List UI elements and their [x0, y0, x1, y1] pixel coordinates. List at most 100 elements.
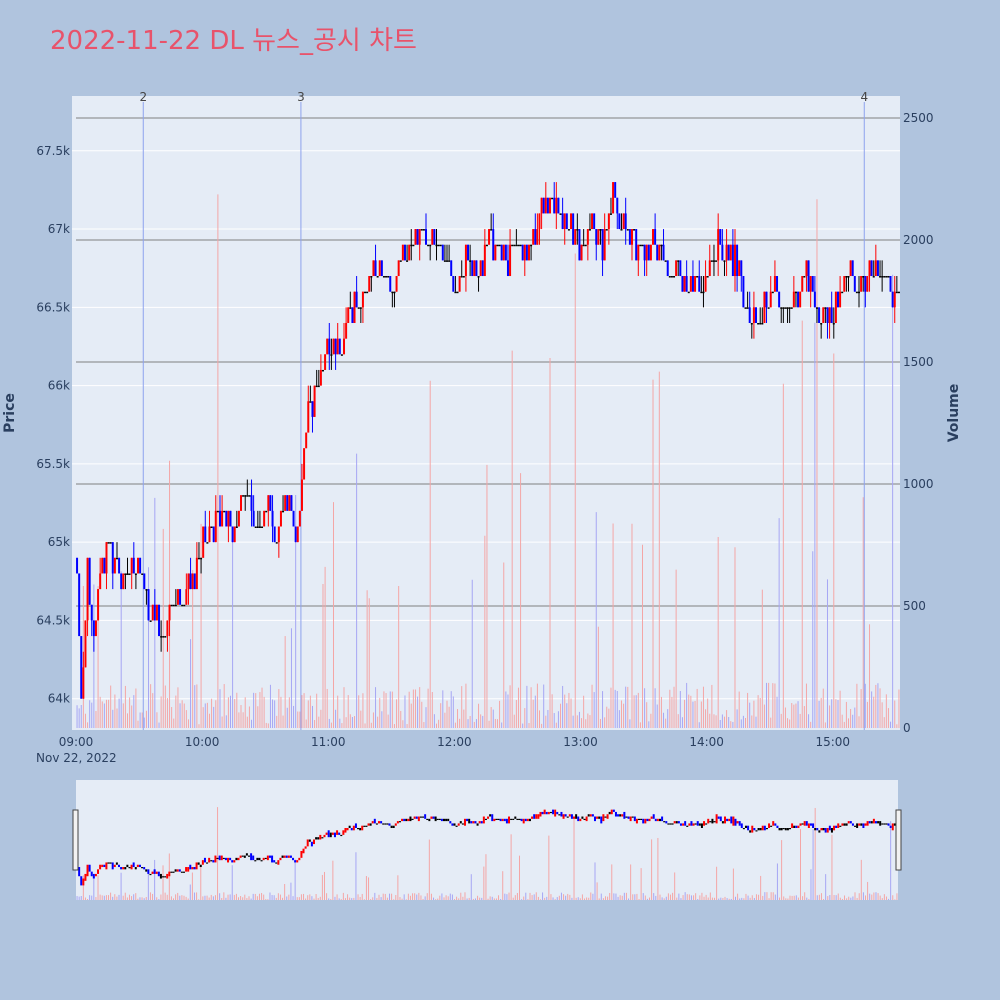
candle-body: [498, 244, 501, 247]
candle-body: [586, 229, 589, 245]
volume-reference-lines: [76, 117, 900, 607]
slider-candle: [350, 828, 353, 831]
slider-candle: [520, 818, 523, 822]
slider-candle: [531, 816, 534, 819]
candle-body: [803, 276, 806, 278]
slider-candle: [413, 816, 416, 819]
candle-body: [523, 244, 526, 261]
candle-body: [361, 291, 364, 308]
slider-candle: [703, 821, 706, 826]
slider-candle: [262, 857, 265, 861]
candle-body: [305, 432, 308, 449]
candle-body: [771, 291, 774, 294]
slider-candle: [227, 857, 230, 863]
x-tick-label: 15:00: [815, 735, 850, 749]
candle-body: [267, 495, 270, 511]
candle-body: [109, 542, 112, 544]
range-slider[interactable]: [76, 780, 898, 900]
candle-body: [719, 229, 722, 245]
candle-body: [668, 276, 671, 278]
slider-candle: [638, 818, 641, 821]
candle-body: [656, 244, 659, 261]
candle-body: [519, 244, 522, 247]
y2-tick-label: 500: [903, 599, 926, 613]
range-slider-right-handle[interactable]: [895, 809, 902, 871]
candle-body: [773, 276, 776, 292]
slider-candle: [715, 814, 718, 824]
slider-candle: [201, 860, 204, 865]
slider-candle: [159, 873, 162, 879]
slider-candle: [851, 823, 854, 826]
slider-candle: [887, 823, 890, 826]
slider-candle: [256, 857, 259, 861]
candle-body: [130, 557, 133, 574]
slider-candle: [833, 825, 836, 831]
y2-axis-title: Volume: [946, 384, 962, 443]
candle-body: [715, 260, 718, 262]
slider-candle: [145, 869, 148, 872]
slider-candle: [734, 818, 737, 826]
candle-body: [231, 526, 234, 543]
slider-candle: [407, 818, 410, 822]
slider-candle: [88, 864, 91, 872]
slider-candle: [336, 830, 339, 835]
x-tick-label: 12:00: [437, 735, 472, 749]
candle-body: [120, 573, 123, 590]
slider-candle: [315, 837, 318, 840]
slider-candle: [849, 821, 852, 824]
slider-candle: [178, 869, 181, 872]
candle-body: [471, 260, 474, 277]
slider-candle: [94, 873, 97, 877]
candle-body: [221, 510, 224, 527]
candle-body: [456, 291, 459, 294]
slider-candle: [308, 839, 311, 842]
slider-candle: [310, 841, 313, 847]
slider-candle: [747, 825, 750, 831]
candle-body: [315, 385, 318, 388]
candle-body: [97, 589, 100, 621]
slider-candle: [688, 823, 691, 826]
slider-candle: [575, 814, 578, 819]
candle-body: [179, 589, 182, 605]
candle-body: [107, 542, 110, 544]
candle-body: [696, 276, 699, 278]
slider-candle: [466, 818, 469, 822]
slider-candle: [323, 834, 326, 838]
y-tick-label: 65.5k: [36, 457, 70, 471]
slider-candle: [587, 814, 590, 817]
candle-body: [811, 276, 814, 292]
candle-body: [269, 495, 272, 511]
slider-candle: [677, 821, 680, 824]
candle-body: [235, 526, 238, 528]
slider-candle: [80, 876, 83, 886]
news-marker-label: 4: [860, 90, 868, 104]
slider-candle: [623, 811, 626, 819]
candle-body: [845, 276, 848, 278]
slider-candle: [591, 814, 594, 817]
slider-candle: [170, 871, 173, 873]
candle-body: [824, 307, 827, 309]
candle-body: [805, 260, 808, 277]
candle-body: [540, 197, 543, 214]
candle-body: [597, 229, 600, 245]
slider-candle: [535, 814, 538, 819]
slider-candle: [612, 809, 615, 812]
range-slider-left-handle[interactable]: [72, 809, 79, 871]
candle-body: [755, 307, 758, 323]
candle-body: [124, 573, 127, 575]
candle-body: [675, 260, 678, 277]
candle-body: [202, 526, 205, 558]
candle-body: [294, 526, 297, 543]
slider-candle: [518, 818, 521, 821]
candle-body: [412, 244, 415, 247]
slider-candle: [753, 828, 756, 831]
candle-body: [467, 244, 470, 261]
candle-body: [525, 244, 528, 261]
candle-body: [261, 526, 264, 528]
candle-body: [473, 260, 476, 277]
slider-candle: [617, 814, 620, 817]
candle-body: [542, 197, 545, 214]
candle-body: [88, 557, 91, 605]
candle-body: [324, 354, 327, 370]
